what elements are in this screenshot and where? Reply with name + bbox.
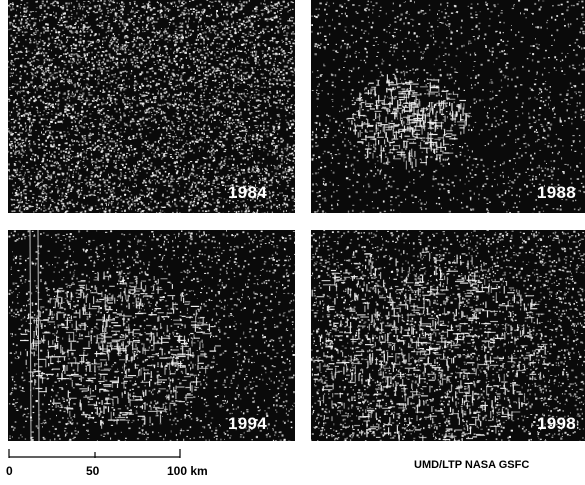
year-label: 1994: [228, 414, 268, 433]
satellite-image-texture: [8, 230, 295, 441]
satellite-image-panel: 1984: [8, 0, 295, 213]
scale-label-hundred: 100 km: [167, 464, 208, 478]
year-label: 1984: [228, 183, 268, 202]
satellite-image-panel: 1994: [8, 230, 295, 441]
satellite-image-texture: [311, 230, 585, 441]
year-label: 1998: [537, 414, 577, 433]
scale-label-fifty: 50: [86, 464, 100, 478]
scale-bar-line: [8, 449, 181, 458]
image-credit: UMD/LTP NASA GSFC: [414, 459, 530, 471]
year-label: 1988: [537, 183, 577, 202]
scale-bar: 0 50 100 km: [0, 448, 240, 485]
satellite-image-panel: 1988: [311, 0, 585, 213]
satellite-image-texture: [8, 0, 295, 213]
satellite-image-panel: 1998: [311, 230, 585, 441]
satellite-image-texture: [311, 0, 585, 213]
scale-label-zero: 0: [6, 464, 13, 478]
